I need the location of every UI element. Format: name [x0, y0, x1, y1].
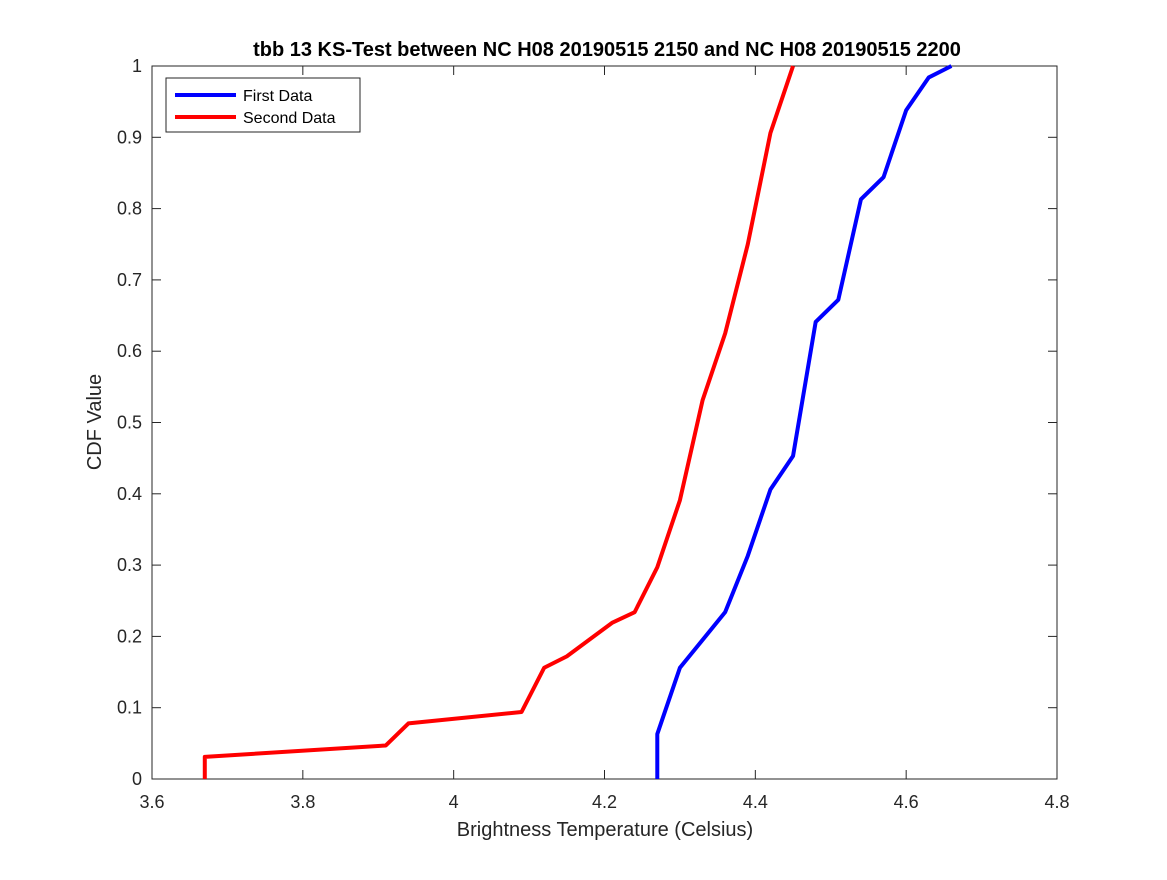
axis-ticks: 3.6 3.8 4 4.2 4.4 4.6 4.8 0 0.1 0.2 0.3 0.4 0.5 0.6 0.…: [117, 56, 1070, 812]
plot-area: [151, 65, 1058, 780]
series-line-first-data: [655, 64, 953, 779]
x-axis-label: Brightness Temperature (Celsius): [457, 819, 753, 841]
data-lines: [202, 64, 953, 779]
x-tick-label: 4.6: [894, 792, 919, 812]
y-axis-label: CDF Value: [84, 374, 106, 470]
y-tick-label: 1: [132, 56, 142, 76]
y-tick-label: 0.2: [117, 626, 142, 646]
legend: First Data Second Data: [165, 77, 361, 133]
y-tick-label: 0.8: [117, 199, 142, 219]
x-tick-label: 4.4: [743, 792, 768, 812]
y-tick-label: 0.6: [117, 341, 142, 361]
legend-label: Second Data: [243, 110, 336, 127]
legend-box: [165, 77, 361, 133]
axes: [151, 65, 1058, 780]
x-tick-label: 3.6: [139, 792, 164, 812]
chart-title: tbb 13 KS-Test between NC H08 20190515 2…: [253, 39, 961, 61]
y-tick-label: 0.1: [117, 698, 142, 718]
x-tick-label: 4.8: [1044, 792, 1069, 812]
y-tick-label: 0: [132, 769, 142, 789]
y-tick-label: 0.9: [117, 127, 142, 147]
x-tick-label: 3.8: [290, 792, 315, 812]
y-tick-label: 0.7: [117, 270, 142, 290]
series-line-second-data: [202, 65, 795, 779]
x-tick-label: 4.2: [592, 792, 617, 812]
y-tick-label: 0.5: [117, 413, 142, 433]
legend-label: First Data: [243, 88, 312, 105]
x-tick-label: 4: [449, 792, 459, 812]
y-tick-label: 0.3: [117, 555, 142, 575]
y-tick-label: 0.4: [117, 484, 142, 504]
